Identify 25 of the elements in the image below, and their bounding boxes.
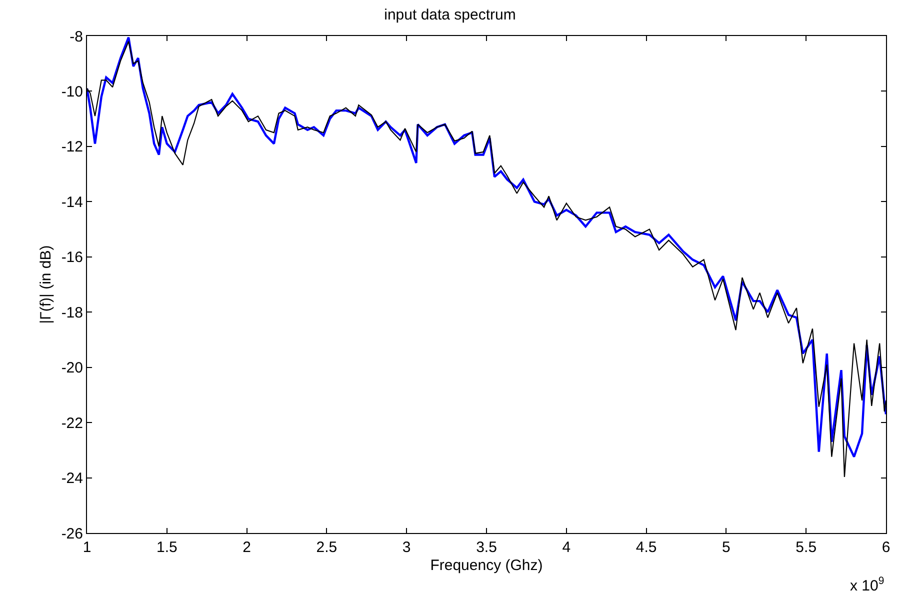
y-tick-label: -18	[61, 304, 83, 322]
y-tick-label: -26	[61, 525, 83, 542]
y-tick-label: -12	[61, 138, 83, 156]
y-tick-label: -14	[61, 194, 83, 211]
y-axis-title: |Γ(f)| (in dB)	[38, 245, 55, 324]
text: x 10$^{9}$	[850, 575, 884, 594]
x-tick-label: 5	[722, 539, 730, 556]
x-tick-label: 1.5	[156, 539, 178, 556]
x-tick-label: 4.5	[636, 539, 657, 556]
chart-title: input data spectrum	[384, 6, 516, 24]
x-axis-title: Frequency (Ghz)	[430, 557, 543, 574]
y-tick-label: -8	[70, 28, 83, 46]
y-tick-label: -22	[61, 414, 83, 432]
x-tick-label: 6	[882, 539, 890, 556]
y-tick-label: -20	[61, 360, 83, 377]
y-tick-label: -16	[61, 249, 83, 266]
x-tick-label: 3.5	[476, 539, 497, 556]
x-tick-label: 2	[242, 539, 251, 556]
y-tick-label: -24	[61, 470, 83, 488]
x-tick-label: 2.5	[316, 539, 338, 556]
x-tick-label: 3	[402, 539, 411, 556]
x-tick-label: 5.5	[796, 539, 817, 556]
y-tick-label: -10	[61, 83, 83, 100]
x-tick-label: 4	[562, 539, 571, 556]
x-tick-label: 1	[82, 539, 92, 556]
